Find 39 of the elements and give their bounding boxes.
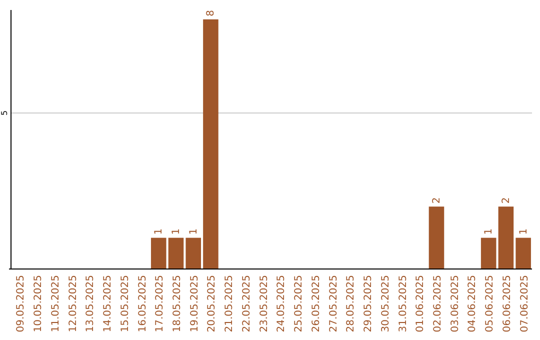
x-tick-label: 26.05.2025	[310, 275, 322, 332]
x-tick-label: 21.05.2025	[224, 275, 236, 332]
x-tick-label: 15.05.2025	[120, 275, 131, 332]
x-tick-label: 11.05.2025	[50, 275, 62, 332]
x-tick-label: 29.05.2025	[363, 275, 374, 332]
x-tick-label: 30.05.2025	[380, 275, 392, 332]
x-tick-label: 13.05.2025	[85, 275, 96, 332]
x-tick-label: 03.06.2025	[450, 275, 461, 332]
x-tick-label: 04.06.2025	[467, 275, 478, 332]
x-tick-label: 07.06.2025	[519, 275, 530, 332]
data-label: 1	[154, 228, 165, 235]
data-label: 1	[518, 228, 530, 235]
data-label: 1	[484, 228, 495, 235]
y-tick-label: 5	[0, 110, 9, 116]
x-tick-label: 28.05.2025	[346, 275, 357, 332]
x-tick-label: 22.05.2025	[241, 275, 252, 332]
x-tick-label: 23.05.2025	[258, 275, 270, 332]
x-tick-label: 10.05.2025	[33, 275, 44, 332]
x-tick-label: 31.05.2025	[398, 275, 409, 332]
x-tick-label: 14.05.2025	[102, 275, 114, 332]
data-label: 1	[188, 228, 200, 235]
x-tick-label: 25.05.2025	[294, 275, 305, 332]
x-tick-label: 09.05.2025	[16, 275, 27, 332]
data-label: 2	[500, 197, 512, 204]
x-tick-label: 19.05.2025	[189, 275, 200, 332]
x-tick-label: 18.05.2025	[172, 275, 183, 332]
x-tick-label: 02.06.2025	[432, 275, 444, 332]
data-label: 1	[170, 228, 182, 235]
x-tick-label: 24.05.2025	[276, 275, 288, 332]
data-label: 8	[206, 10, 217, 16]
x-tick-label: 06.06.2025	[502, 275, 513, 332]
data-label: 2	[431, 197, 442, 204]
x-tick-label: 12.05.2025	[68, 275, 79, 332]
x-tick-label: 16.05.2025	[137, 275, 148, 332]
x-tick-label: 27.05.2025	[328, 275, 340, 332]
x-tick-label: 17.05.2025	[154, 275, 166, 332]
x-tick-label: 05.06.2025	[484, 275, 496, 332]
x-tick-label: 20.05.2025	[206, 275, 218, 332]
x-tick-label: 01.06.2025	[415, 275, 426, 332]
